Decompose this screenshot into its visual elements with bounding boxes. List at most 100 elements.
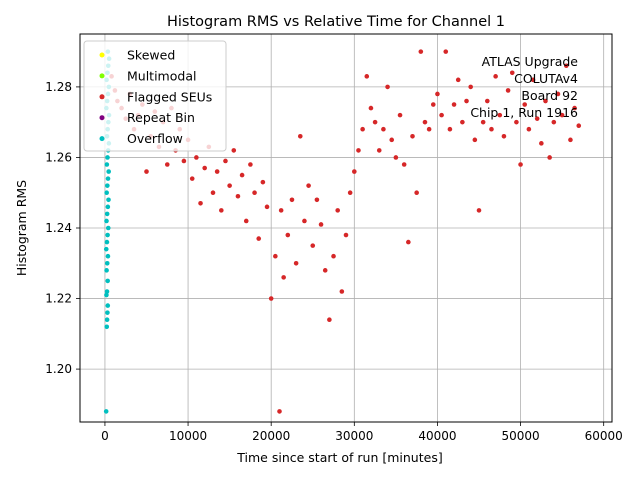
data-point: [105, 176, 111, 181]
data-point: [343, 232, 349, 238]
data-point: [476, 208, 482, 213]
data-point: [447, 126, 453, 132]
legend-box: [83, 40, 227, 152]
data-point: [285, 232, 291, 238]
data-point: [572, 105, 577, 111]
data-point: [293, 260, 299, 266]
data-point: [493, 74, 498, 79]
data-point: [472, 137, 478, 143]
data-point: [555, 91, 561, 97]
data-point: [422, 119, 428, 125]
data-point: [389, 137, 395, 143]
chart-title: Histogram RMS vs Relative Time for Chann…: [167, 14, 505, 30]
y-tick-label: 1.20: [45, 362, 72, 376]
annotation-line: Board 92: [521, 88, 578, 103]
data-point: [406, 239, 411, 245]
data-point: [489, 126, 494, 132]
data-point: [106, 197, 111, 203]
data-point: [297, 133, 303, 139]
annotation-line: Chip 1, Run 1916: [470, 105, 578, 120]
y-tick-label: 1.28: [45, 80, 72, 94]
data-point: [385, 84, 390, 90]
data-point: [505, 88, 511, 93]
data-point: [104, 268, 109, 273]
x-axis-label: Time since start of run [minutes]: [236, 450, 442, 465]
data-point: [451, 102, 457, 107]
data-point: [352, 169, 357, 174]
data-point: [104, 260, 110, 266]
data-point: [468, 84, 473, 90]
data-point: [104, 324, 110, 330]
legend-marker: [99, 73, 105, 79]
data-point: [339, 289, 345, 294]
data-point: [543, 98, 548, 104]
data-point: [526, 126, 532, 132]
data-point: [318, 222, 324, 227]
data-point: [464, 98, 469, 104]
data-point: [104, 211, 110, 217]
data-point: [104, 317, 110, 323]
data-point: [104, 292, 109, 298]
data-point: [252, 190, 257, 196]
data-point: [426, 126, 432, 132]
data-point: [356, 148, 361, 153]
data-point: [202, 165, 207, 171]
ticks-layer: 0 10000 20000 30000 40000 50000 60000 1.20 1.22 1…: [45, 80, 623, 443]
data-point: [105, 155, 110, 160]
data-point: [256, 236, 262, 241]
data-point: [514, 119, 519, 125]
data-point: [551, 119, 557, 125]
data-point: [219, 208, 224, 213]
data-point: [214, 169, 220, 174]
annotation-line: COLUTAv4: [514, 71, 578, 86]
data-point: [501, 133, 507, 139]
legend-label: Overflow: [127, 131, 183, 146]
data-point: [364, 74, 370, 79]
data-point: [105, 310, 110, 315]
data-point: [273, 253, 278, 259]
data-point: [144, 169, 149, 174]
data-point: [539, 141, 544, 146]
data-point: [198, 201, 203, 206]
legend-label: Skewed: [127, 48, 175, 63]
data-point: [414, 190, 419, 196]
data-point: [430, 102, 436, 107]
legend-marker: [99, 52, 105, 58]
data-point: [105, 225, 111, 231]
data-point: [104, 218, 109, 224]
data-point: [381, 126, 386, 132]
data-point: [104, 239, 110, 245]
data-point: [243, 218, 249, 224]
legend-marker: [99, 115, 105, 121]
data-point: [104, 162, 110, 167]
data-point: [568, 137, 573, 143]
data-point: [235, 193, 241, 199]
annotation-line: ATLAS Upgrade: [482, 54, 579, 69]
data-point: [105, 253, 111, 259]
data-point: [105, 232, 110, 238]
data-point: [105, 278, 110, 284]
data-point: [443, 49, 449, 54]
data-point: [485, 98, 490, 104]
data-point: [460, 119, 465, 125]
data-point: [455, 77, 461, 83]
data-point: [368, 105, 374, 111]
data-point: [497, 112, 503, 118]
data-point: [105, 303, 111, 308]
data-point: [509, 70, 515, 76]
data-point: [327, 317, 332, 323]
data-point: [439, 112, 444, 118]
y-axis-label: Histogram RMS: [14, 180, 29, 276]
legend-marker: [99, 94, 105, 100]
data-point: [534, 116, 540, 121]
data-point: [264, 204, 270, 210]
y-tick-label: 1.22: [45, 292, 72, 306]
x-tick-label: 30000: [335, 429, 373, 443]
data-point: [372, 119, 378, 125]
y-tick-label: 1.26: [45, 150, 72, 164]
data-point: [106, 169, 111, 174]
data-point: [105, 204, 111, 210]
data-point: [559, 112, 565, 118]
data-point: [335, 208, 340, 213]
